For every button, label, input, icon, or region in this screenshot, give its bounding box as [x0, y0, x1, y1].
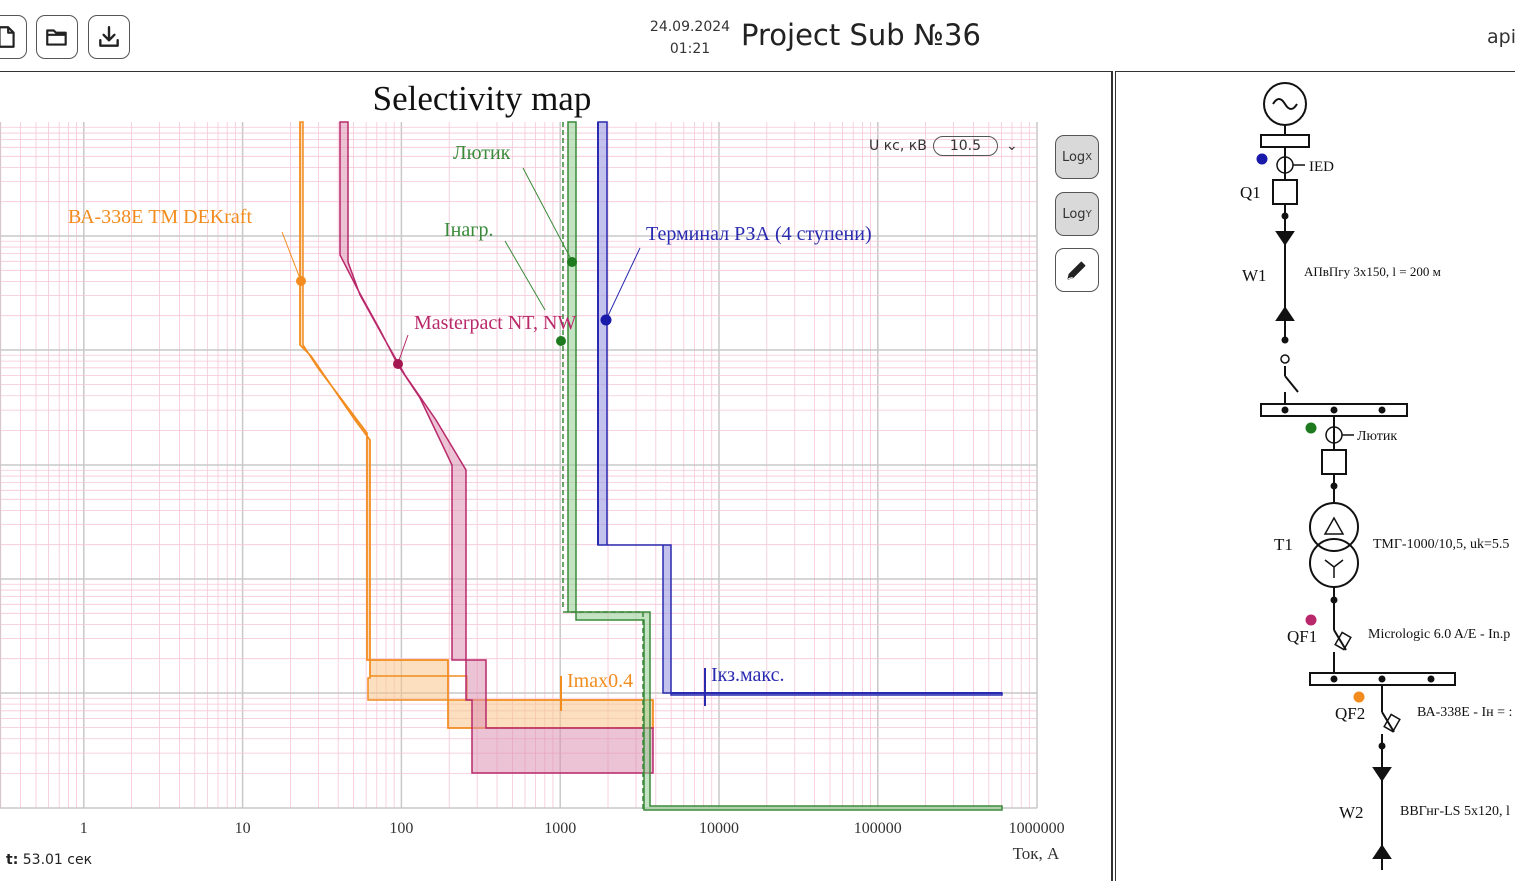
new-file-icon: [0, 26, 15, 48]
t1-label: T1: [1274, 535, 1293, 554]
log-y-sub: Y: [1085, 208, 1092, 220]
point-inagr[interactable]: [556, 336, 566, 346]
qf2-label: QF2: [1335, 704, 1365, 723]
open-folder-icon: [46, 29, 67, 46]
time-readout: t: 53.01 сек: [6, 852, 92, 868]
x-tick-label: 1000000: [1009, 820, 1065, 837]
chart-curves: [281, 121, 1003, 811]
panel-divider[interactable]: [1111, 71, 1116, 881]
qf1-desc-label: Micrologic 6.0 A/E - In.p: [1368, 627, 1510, 642]
x-tick-label: 10000: [699, 820, 739, 837]
qf2-desc-label: ВА-338Е - Iн = :: [1417, 705, 1512, 720]
lutik-status-dot[interactable]: [1305, 422, 1317, 434]
w1-cable-label: АПвПгу 3х150, l = 200 м: [1304, 264, 1441, 279]
x-tick-label: 1000: [544, 820, 576, 837]
lutik-label: Лютик: [1357, 429, 1397, 444]
time-readout-label: t:: [6, 852, 19, 868]
w2-label: W2: [1339, 803, 1364, 822]
log-y-toggle[interactable]: Log Y: [1055, 192, 1099, 236]
label-masterpact: Masterpact NT, NW: [414, 312, 576, 334]
selectivity-chart[interactable]: 1 10 100 1000 10000 100000 1000000 Selectivity…: [0, 72, 1110, 881]
x-tick-labels: 1 10 100 1000 10000 100000 1000000: [80, 820, 1065, 837]
leader-lutik: [522, 167, 573, 262]
time-text: 01:21: [669, 41, 711, 57]
log-x-label: Log: [1061, 149, 1086, 165]
point-masterpact[interactable]: [393, 359, 403, 369]
new-file-button[interactable]: [0, 15, 27, 59]
edit-button[interactable]: [1055, 248, 1099, 292]
open-folder-button[interactable]: [36, 15, 78, 59]
timestamp: 24.09.2024 01:21: [640, 16, 740, 60]
x-tick-label: 100: [389, 820, 413, 837]
diagram-lines: [1260, 82, 1456, 870]
top-bar: 24.09.2024 01:21 Project Sub №36 api: [0, 0, 1515, 72]
ukz-label: U кс, кВ: [869, 138, 927, 154]
label-ikz: Iкз.макс.: [711, 664, 785, 686]
chevron-down-icon[interactable]: ⌄: [1005, 138, 1018, 154]
label-va338e: ВА-338Е ТМ DEKraft: [68, 206, 252, 228]
label-imax: Imax0.4: [567, 670, 633, 692]
x-tick-label: 100000: [854, 820, 902, 837]
q1-label: Q1: [1240, 183, 1261, 202]
series-band-rza: [597, 121, 1003, 696]
series-band-masterpact: [339, 121, 654, 774]
w2-cable-label: ВВГнг-LS 5х120, l: [1400, 804, 1510, 819]
pencil-icon: [1067, 261, 1086, 280]
qf1-label: QF1: [1287, 627, 1317, 646]
point-lutik[interactable]: [567, 257, 577, 267]
point-rza[interactable]: [600, 314, 612, 326]
log-x-sub: X: [1085, 151, 1093, 163]
download-icon: [99, 26, 119, 47]
api-label[interactable]: api: [1487, 26, 1515, 48]
qf1-status-dot[interactable]: [1305, 614, 1317, 626]
leader-rza: [605, 247, 641, 321]
log-x-toggle[interactable]: Log X: [1055, 135, 1099, 179]
date-text: 24.09.2024: [649, 19, 731, 35]
x-tick-label: 1: [80, 820, 88, 837]
diagram-junctions: [1281, 212, 1435, 750]
chart-title: Selectivity map: [373, 79, 592, 118]
time-readout-value: 53.01 сек: [22, 852, 93, 868]
leader-va338e: [281, 231, 302, 282]
single-line-diagram[interactable]: IED Q1 W1 АПвПгу 3х150, l = 200 м Лютик …: [1117, 72, 1515, 881]
label-lutik: Лютик: [453, 142, 511, 164]
x-axis-label: Ток, А: [1013, 844, 1060, 863]
point-va338e[interactable]: [296, 276, 306, 286]
w1-label: W1: [1242, 266, 1267, 285]
leader-inagr: [504, 240, 546, 311]
ukz-value[interactable]: 10.5: [932, 136, 998, 156]
log-y-label: Log: [1062, 206, 1086, 222]
label-rza: Терминал РЗА (4 ступени): [646, 223, 872, 245]
x-tick-label: 10: [235, 820, 251, 837]
leader-masterpact: [397, 334, 409, 364]
project-title: Project Sub №36: [741, 18, 981, 52]
ied-label: IED: [1309, 159, 1334, 175]
ied-status-dot[interactable]: [1256, 153, 1268, 165]
t1-desc-label: ТМГ-1000/10,5, uk=5.5: [1373, 537, 1509, 552]
label-inagr: Iнагр.: [444, 219, 493, 241]
ukz-selector[interactable]: U кс, кВ 10.5 ⌄: [869, 136, 1018, 156]
download-button[interactable]: [88, 15, 130, 59]
qf2-status-dot[interactable]: [1353, 691, 1365, 703]
